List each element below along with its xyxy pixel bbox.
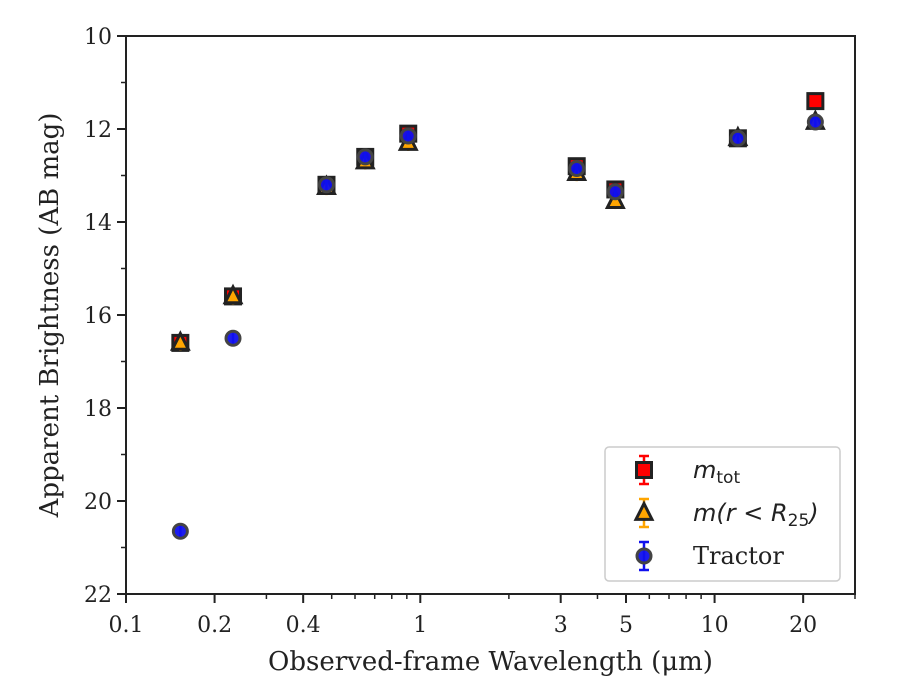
y-tick-label: 16 bbox=[84, 304, 112, 329]
legend-label: mtot bbox=[693, 456, 740, 488]
axes-frame bbox=[125, 35, 856, 595]
y-axis-title: Apparent Brightness (AB mag) bbox=[35, 113, 65, 519]
legend-frame bbox=[604, 446, 841, 582]
x-tick-label: 0.1 bbox=[109, 613, 144, 638]
x-axis-title: Observed-frame Wavelength (μm) bbox=[268, 647, 713, 677]
x-tick-label: 20 bbox=[789, 613, 817, 638]
y-axis: 10 12 14 16 18 20 22 bbox=[84, 25, 126, 608]
y-tick-label: 10 bbox=[84, 25, 112, 50]
data-point bbox=[317, 176, 335, 194]
legend-marker bbox=[635, 461, 653, 479]
data-markers bbox=[169, 92, 826, 540]
legend-entry-2: m(r < R25) bbox=[633, 497, 819, 531]
legend-marker bbox=[633, 500, 655, 521]
legend: mtot m(r < R25) Tractor bbox=[604, 446, 841, 582]
data-point bbox=[356, 148, 374, 166]
x-tick-label: 3 bbox=[554, 613, 568, 638]
x-tick-label: 0.2 bbox=[197, 613, 232, 638]
x-axis: 0.1 0.2 0.4 1 3 5 10 20 bbox=[109, 594, 856, 638]
legend-marker bbox=[635, 547, 653, 565]
x-tick-label: 10 bbox=[701, 613, 729, 638]
data-point bbox=[169, 330, 191, 351]
y-tick-label: 18 bbox=[84, 397, 112, 422]
data-point bbox=[568, 160, 586, 178]
x-tick-label: 1 bbox=[413, 613, 427, 638]
legend-label: m(r < R25) bbox=[693, 499, 819, 531]
data-point bbox=[606, 183, 624, 201]
data-point bbox=[729, 129, 747, 147]
y-tick-label: 12 bbox=[84, 118, 112, 143]
x-tick-label: 5 bbox=[619, 613, 633, 638]
y-tick-label: 20 bbox=[84, 490, 112, 515]
series-3 bbox=[171, 113, 824, 540]
data-point bbox=[171, 522, 189, 540]
y-tick-label: 22 bbox=[84, 583, 112, 608]
data-point bbox=[806, 92, 825, 111]
y-tick-label: 14 bbox=[84, 211, 112, 236]
data-point bbox=[399, 127, 417, 145]
legend-label: Tractor bbox=[693, 542, 784, 570]
x-tick-label: 0.4 bbox=[286, 613, 321, 638]
data-point bbox=[222, 283, 244, 305]
data-point bbox=[224, 329, 242, 347]
legend-entry-1: mtot bbox=[635, 454, 740, 488]
data-point bbox=[806, 113, 824, 131]
legend-entry-3: Tractor bbox=[635, 540, 784, 572]
